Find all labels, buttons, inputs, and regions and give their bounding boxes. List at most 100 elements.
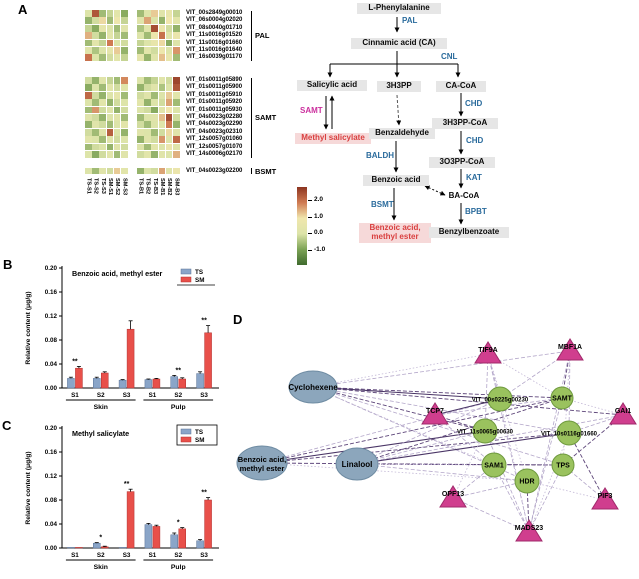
colorbar-tick — [308, 232, 312, 234]
gene-id-label: VIT_01s0011g05920 — [186, 99, 243, 106]
heatmap-cell — [92, 121, 99, 129]
colorbar-tick-label: -1.0 — [314, 246, 326, 253]
x-category-label: S3 — [200, 392, 208, 399]
enzyme-bsmt: BSMT — [371, 200, 394, 209]
heatmap-cell — [165, 91, 173, 99]
gene-id-label: VIT_16s0039g01170 — [186, 54, 243, 61]
heatmap-cell — [99, 77, 107, 84]
heatmap-cell — [113, 77, 121, 84]
heatmap-cell — [85, 10, 92, 17]
gene-id-label: VIT_04s0023g02290 — [186, 121, 243, 128]
node-label: HDR — [519, 479, 534, 486]
heatmap-cell — [144, 24, 151, 32]
heatmap-cell — [121, 128, 128, 136]
heatmap-cell — [99, 136, 107, 144]
chart-methyl-salicylate: 0.00 0.04 0.08 0.12 0.16 0.20 Relative content… — [18, 408, 220, 575]
chart-title: Methyl salicylate — [72, 429, 129, 438]
heatmap-cell — [158, 91, 166, 99]
x-category-label: S2 — [97, 552, 105, 559]
heatmap-cell — [113, 106, 121, 114]
bar-SM — [204, 499, 212, 549]
heatmap-cell — [158, 99, 166, 107]
heatmap-cell — [165, 128, 173, 136]
heatmap-cell — [151, 32, 159, 40]
significance-marker: ** — [201, 318, 207, 325]
heatmap-cell — [92, 84, 99, 92]
heatmap-cell — [137, 32, 144, 40]
heatmap-cell — [151, 47, 159, 54]
colorbar-tick-label: 1.0 — [314, 213, 324, 220]
heatmap-cell — [151, 17, 159, 25]
heatmap-column-label: TS-B3 — [151, 178, 158, 195]
metabolite-ca-coa: CA-CoA — [436, 81, 486, 92]
legend-swatch — [180, 276, 192, 283]
bar-TS — [118, 547, 127, 549]
heatmap-cell — [121, 39, 128, 47]
heatmap-cell — [137, 84, 144, 92]
heatmap-cell — [85, 151, 92, 158]
heatmap-cell — [137, 143, 144, 151]
heatmap-cell — [173, 121, 180, 129]
heatmap-cell — [92, 99, 99, 107]
network-edge — [356, 463, 528, 482]
significance-marker: ** — [176, 367, 182, 374]
y-tick-label: 0.12 — [45, 473, 58, 480]
gene-id-label: VIT_12s0057g01070 — [186, 143, 243, 150]
heatmap-cell — [137, 54, 144, 62]
heatmap-cell — [158, 84, 166, 92]
gene-group-name: BSMT — [255, 166, 277, 176]
heatmap-cell — [106, 47, 114, 54]
heatmap-cell — [137, 136, 144, 144]
heatmap-cell — [106, 39, 114, 47]
heatmap-cell — [121, 91, 128, 99]
node-label: MBF1A — [558, 344, 582, 351]
gene-id-label: VIT_06s0004g02020 — [186, 17, 243, 24]
heatmap-cell — [99, 114, 107, 121]
node-label: SAM1 — [484, 463, 504, 470]
bar-SM — [126, 491, 135, 549]
heatmap-cell — [85, 167, 92, 175]
legend-box — [176, 424, 218, 446]
heatmap-cell — [173, 99, 180, 107]
heatmap-cell — [165, 99, 173, 107]
node-mbf1a — [556, 338, 584, 361]
node-vit10 — [556, 420, 582, 446]
heatmap-cell — [144, 143, 151, 151]
legend-swatch — [180, 436, 192, 443]
gene-id-label: VIT_01s0011g05930 — [186, 106, 243, 113]
heatmap-cell — [173, 17, 180, 25]
heatmap-cell — [92, 32, 99, 40]
gene-id-label: VIT_12s0057g01060 — [186, 136, 243, 143]
network-edge — [312, 386, 501, 400]
group-label: Skin — [94, 404, 108, 410]
heatmap-cell — [137, 99, 144, 107]
bar-TS — [144, 524, 153, 549]
metabolite-salicylic-acid: Salicylic acid — [297, 80, 367, 91]
heatmap-column-label: SM-B3 — [173, 178, 180, 196]
heatmap-cell — [173, 167, 180, 175]
heatmap-cell — [99, 24, 107, 32]
y-tick-label: 0.20 — [45, 425, 58, 432]
bar-SM — [204, 332, 212, 389]
network-edge — [312, 386, 486, 432]
heatmap-cell — [144, 128, 151, 136]
heatmap-cell — [151, 106, 159, 114]
heatmap-cell — [106, 151, 114, 158]
gene-id-label: VIT_01s0011g05890 — [186, 77, 243, 83]
network-edge — [356, 398, 501, 465]
y-tick-label: 0.08 — [45, 337, 58, 344]
x-category-label: S2 — [174, 392, 182, 399]
heatmap-cell — [137, 106, 144, 114]
heatmap-cell — [113, 91, 121, 99]
heatmap-cell — [151, 128, 159, 136]
heatmap-cell — [99, 128, 107, 136]
heatmap-cell — [106, 54, 114, 62]
heatmap-cell — [92, 151, 99, 158]
y-tick-label: 0.04 — [45, 361, 58, 368]
heatmap-cell — [99, 106, 107, 114]
heatmap-cell — [121, 77, 128, 84]
heatmap-cell — [151, 136, 159, 144]
heatmap-cell — [158, 39, 166, 47]
heatmap-cell — [121, 136, 128, 144]
network-edge — [312, 386, 570, 434]
